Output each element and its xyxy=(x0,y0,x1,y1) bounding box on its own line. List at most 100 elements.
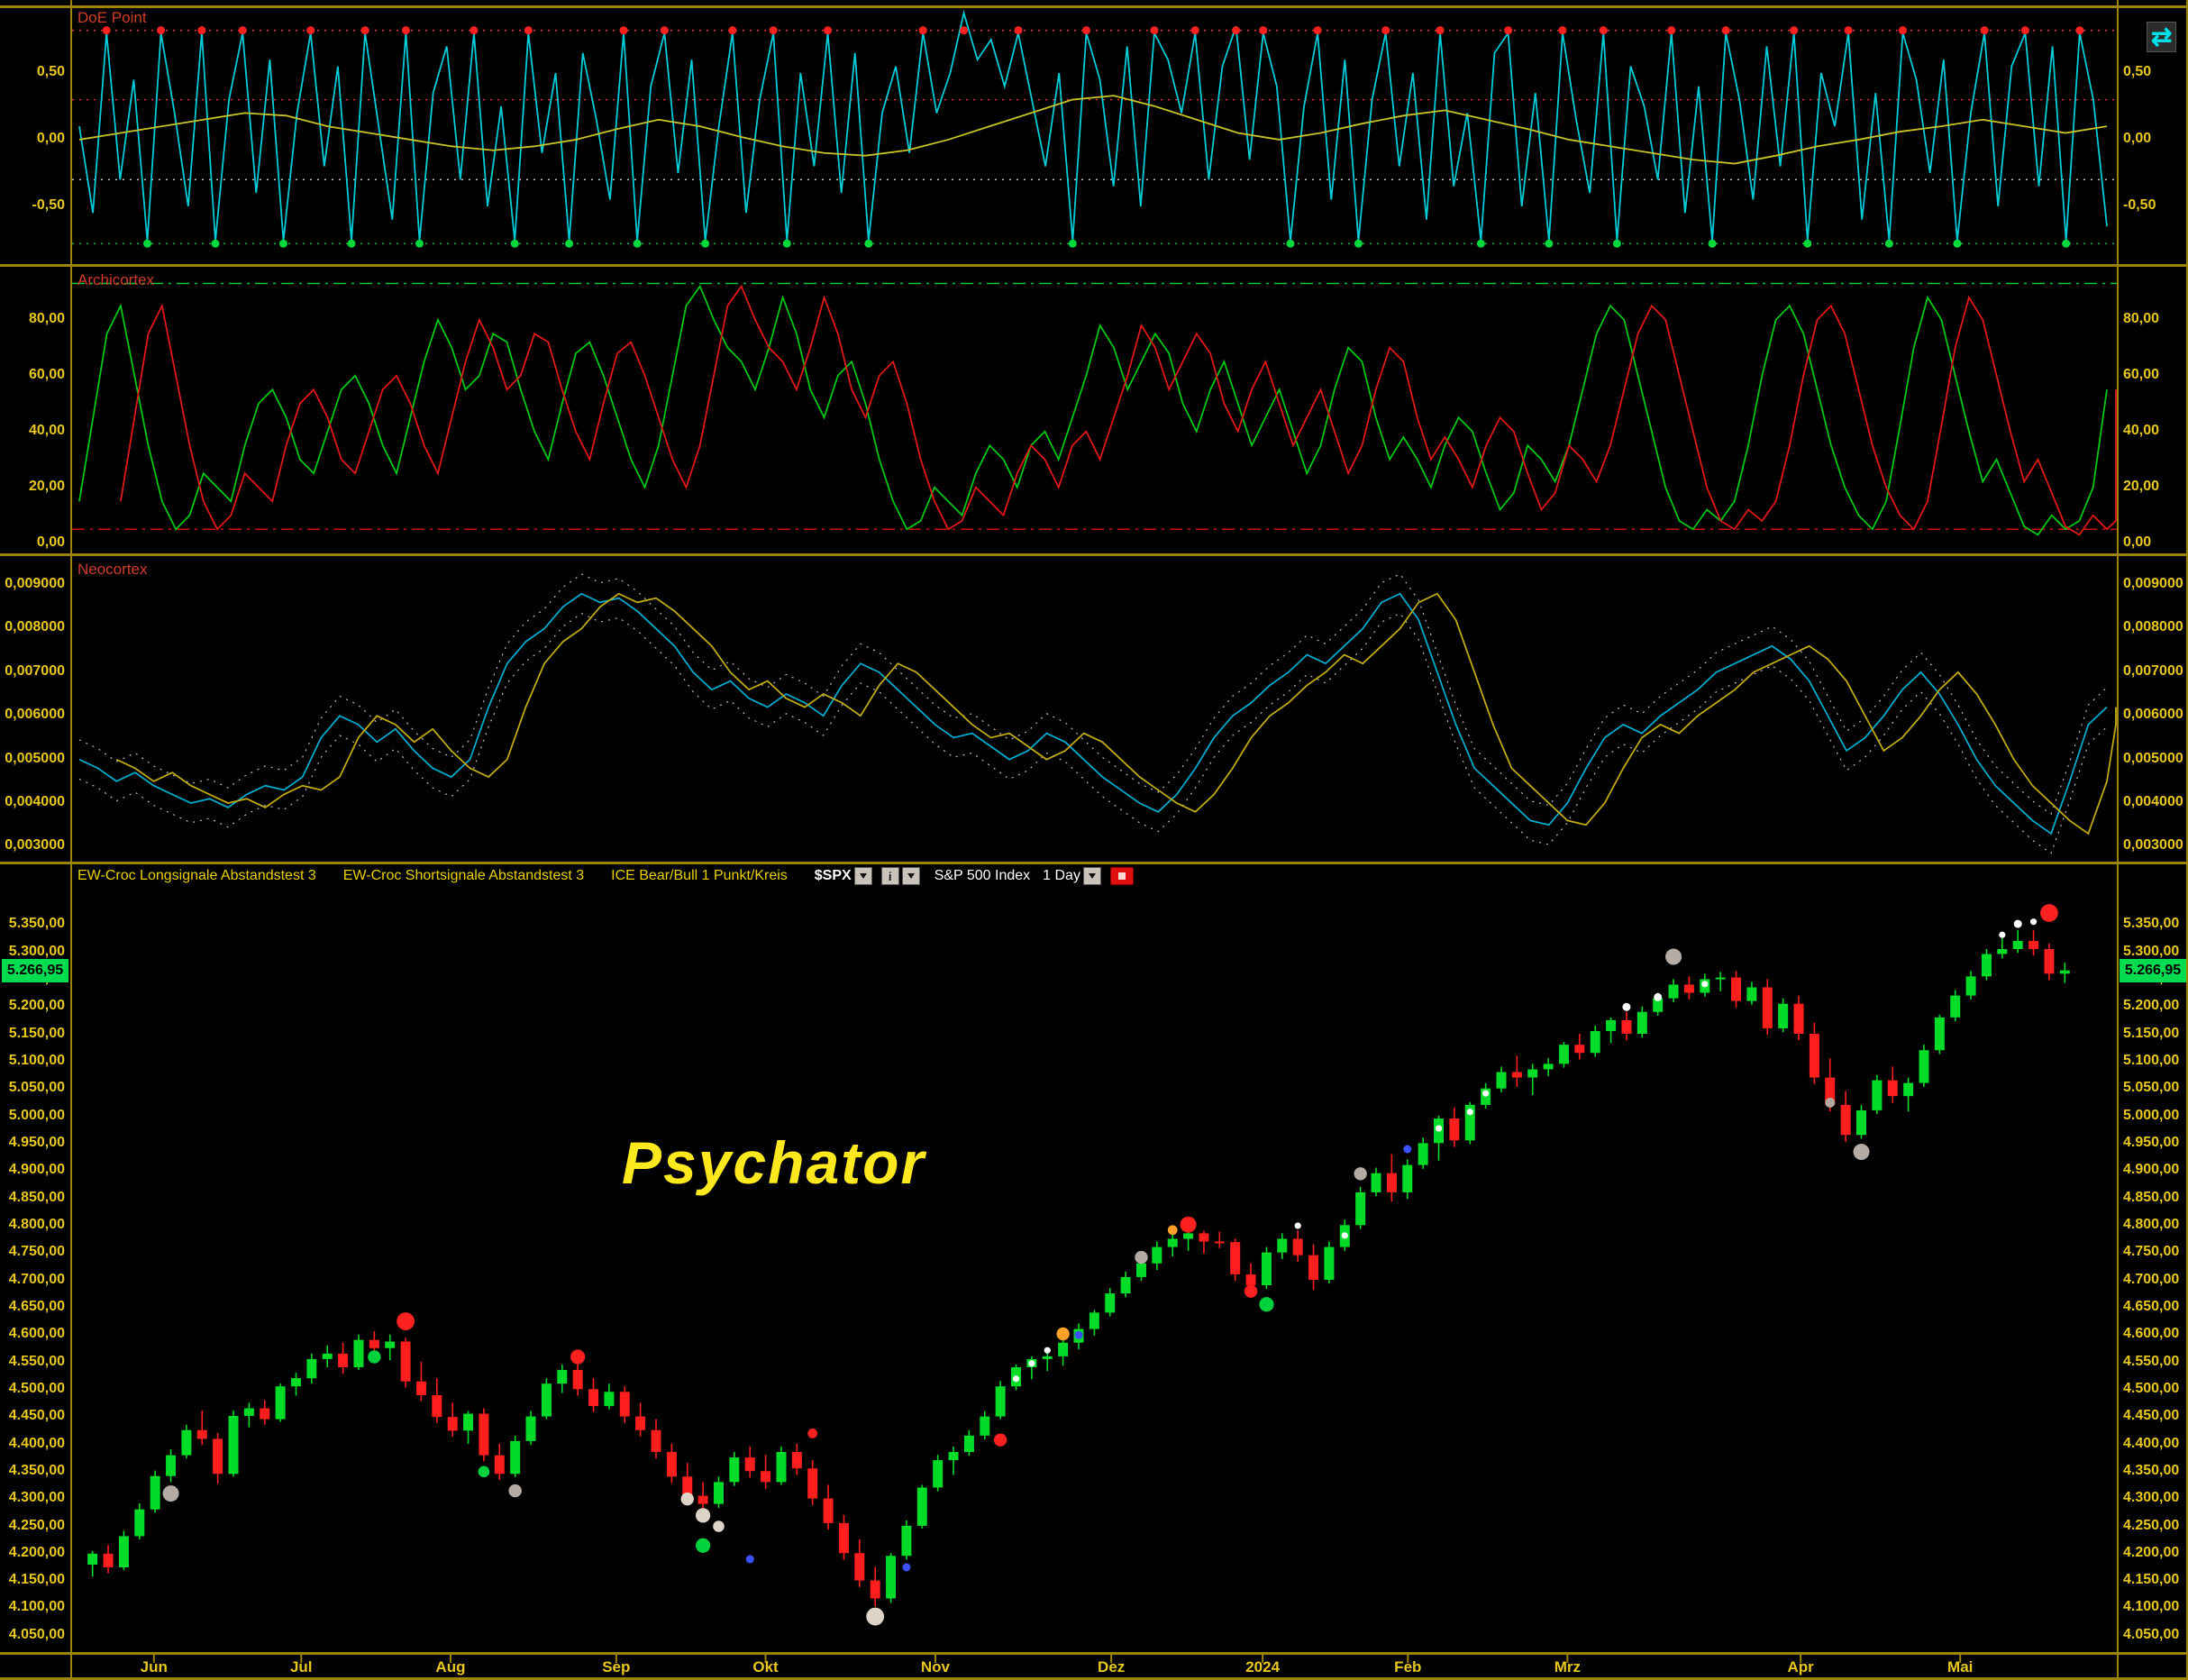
signal-marker-cream xyxy=(680,1492,694,1506)
info-dropdown-icon[interactable] xyxy=(901,867,920,885)
candle-body xyxy=(447,1417,458,1431)
scroll-arrows-icon[interactable]: ⇄ xyxy=(2147,22,2177,52)
signal-marker-green xyxy=(1259,1297,1274,1312)
indicator-label-ice[interactable]: ICE Bear/Bull 1 Punkt/Kreis xyxy=(611,868,788,883)
candle-body xyxy=(1872,1080,1883,1110)
overbought-dot xyxy=(1599,26,1608,35)
candle-body xyxy=(697,1495,708,1504)
signal-marker-white xyxy=(1701,981,1709,988)
candle-body xyxy=(1105,1293,1116,1313)
y-axis-label: 0,003000 xyxy=(2123,837,2183,854)
red-alert-icon[interactable] xyxy=(1109,867,1134,885)
candle-body xyxy=(1371,1173,1381,1192)
oversold-dot xyxy=(565,239,574,248)
panel-title-neocortex: Neocortex xyxy=(77,561,148,578)
y-axis-label: 0,004000 xyxy=(5,794,65,810)
candle-body xyxy=(1214,1241,1225,1244)
overbought-dot xyxy=(918,26,927,35)
period-dropdown-icon[interactable] xyxy=(1082,867,1101,885)
oversold-dot xyxy=(701,239,710,248)
y-axis-label: 4.200,00 xyxy=(2123,1544,2180,1560)
y-axis-label: 0,00 xyxy=(36,130,65,146)
overbought-dot xyxy=(238,26,247,35)
oversold-dot xyxy=(1953,239,1962,248)
candle-body xyxy=(557,1370,568,1384)
candle-body xyxy=(713,1482,724,1504)
candle-body xyxy=(933,1460,944,1488)
candle-body xyxy=(980,1416,990,1436)
oversold-dot xyxy=(1884,239,1893,248)
candle-body xyxy=(1558,1045,1569,1064)
candle-body xyxy=(260,1408,270,1420)
candle-body xyxy=(2028,940,2039,950)
time-axis[interactable]: Jun Jul Aug Sep Okt Nov Dez 2024 Feb Mrz Apr Mai xyxy=(0,1657,2188,1680)
candle-body xyxy=(1903,1082,1914,1097)
candle-body xyxy=(243,1408,254,1416)
candle-body xyxy=(1746,987,1757,1001)
candle-body xyxy=(1199,1233,1209,1242)
y-axis-label: 0,007000 xyxy=(5,662,65,679)
signal-marker-cream xyxy=(713,1520,725,1532)
candle-body xyxy=(1997,949,2008,954)
oversold-dot xyxy=(1545,239,1554,248)
candle-body xyxy=(1449,1118,1460,1141)
y-axis-label: 4.250,00 xyxy=(2123,1517,2180,1533)
y-axis-label: 4.450,00 xyxy=(2123,1408,2180,1424)
signal-marker-white xyxy=(1028,1360,1035,1367)
overbought-dot xyxy=(1190,26,1199,35)
signal-marker-gray xyxy=(1853,1144,1870,1161)
candle-body xyxy=(1135,1263,1146,1277)
symbol-label[interactable]: $SPX xyxy=(814,868,852,883)
candle-body xyxy=(1481,1088,1491,1105)
y-axis-label: 4.800,00 xyxy=(2123,1216,2180,1232)
candle-body xyxy=(510,1440,521,1475)
overbought-dot xyxy=(102,26,111,35)
panel-title-doe-point: DoE Point xyxy=(77,9,147,26)
candle-body xyxy=(916,1487,927,1526)
x-axis-label-month: Apr xyxy=(1787,1658,1814,1675)
candle-body xyxy=(1778,1003,1789,1028)
x-axis-label-month: Aug xyxy=(435,1658,466,1675)
y-axis-label: 20,00 xyxy=(2123,478,2160,494)
symbol-dropdown-icon[interactable] xyxy=(853,867,872,885)
overbought-dot xyxy=(524,26,533,35)
signal-marker-white xyxy=(1294,1222,1301,1229)
signal-marker-gray xyxy=(1665,948,1682,965)
candle-body xyxy=(1261,1252,1272,1286)
signal-marker-green xyxy=(696,1538,711,1553)
overbought-dot xyxy=(401,26,410,35)
indicator-label-shortsignale[interactable]: EW-Croc Shortsignale Abstandstest 3 xyxy=(342,868,585,883)
y-axis-label: 0,006000 xyxy=(5,707,65,723)
signal-marker-white xyxy=(1435,1125,1443,1132)
y-axis-label: 4.600,00 xyxy=(2123,1326,2180,1342)
candle-body xyxy=(823,1498,834,1523)
overbought-dot xyxy=(1721,26,1730,35)
candle-body xyxy=(1809,1034,1819,1078)
y-axis-label: 5.350,00 xyxy=(8,916,65,932)
candle-body xyxy=(1636,1011,1647,1035)
y-axis-label: 4.350,00 xyxy=(2123,1462,2180,1478)
y-axis-label: 80,00 xyxy=(2123,310,2160,326)
candle-body xyxy=(1527,1069,1538,1078)
y-axis-label: 4.900,00 xyxy=(8,1162,65,1178)
candle-body xyxy=(400,1341,411,1382)
y-axis-label: 60,00 xyxy=(28,366,65,382)
candle-body xyxy=(1715,977,1726,980)
candle-body xyxy=(275,1386,286,1420)
indicator-label-longsignale[interactable]: EW-Croc Longsignale Abstandstest 3 xyxy=(77,868,316,883)
candle-body xyxy=(1762,987,1773,1028)
info-button[interactable]: i xyxy=(880,867,899,885)
y-axis-label: 4.650,00 xyxy=(2123,1298,2180,1314)
candle-body xyxy=(729,1457,740,1483)
period-label[interactable]: 1 Day xyxy=(1043,868,1080,883)
signal-marker-red xyxy=(807,1428,818,1438)
y-axis-label: 0,008000 xyxy=(5,619,65,635)
oversold-dot xyxy=(782,239,791,248)
envelope-band xyxy=(78,612,2108,854)
candle-body xyxy=(1511,1072,1522,1078)
y-axis-label: 4.200,00 xyxy=(8,1544,65,1560)
candle-body xyxy=(1183,1233,1194,1239)
y-axis-label: 80,00 xyxy=(28,310,65,326)
y-axis-label: 4.100,00 xyxy=(2123,1599,2180,1615)
